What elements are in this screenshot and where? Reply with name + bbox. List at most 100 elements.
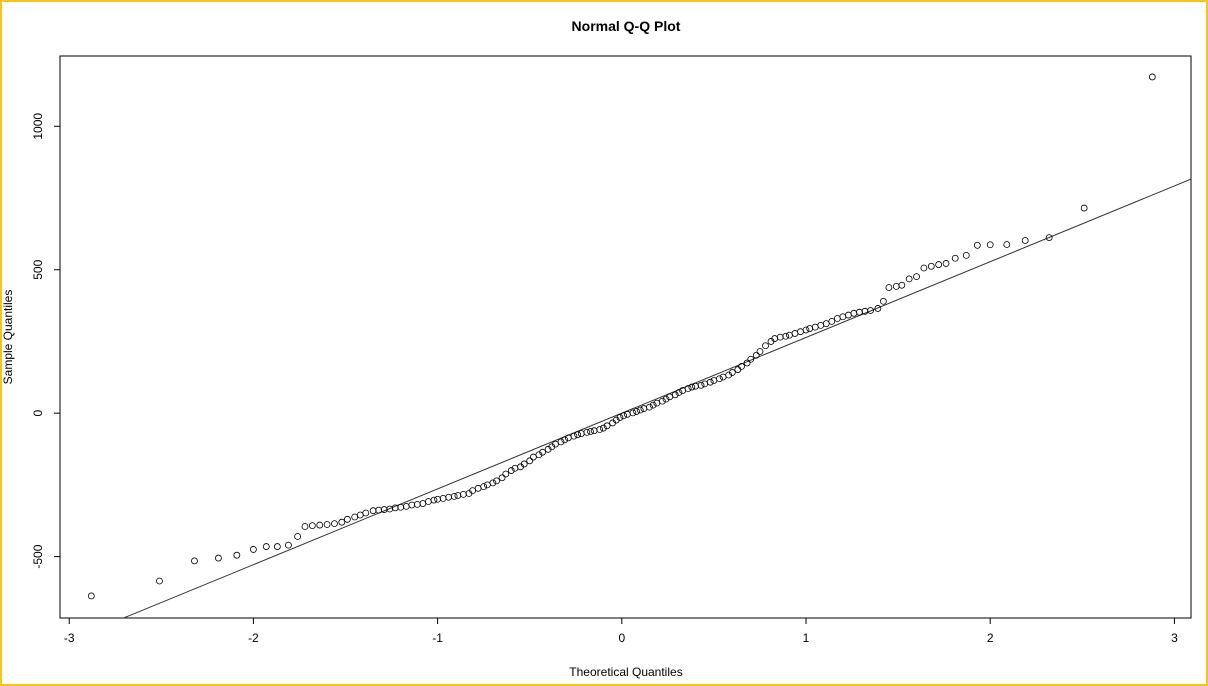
data-point: [191, 557, 198, 565]
x-tick-label: 1: [803, 631, 810, 645]
x-tick-label: 2: [987, 631, 994, 645]
data-point: [692, 382, 699, 390]
data-point: [797, 328, 804, 336]
data-point: [1045, 234, 1053, 241]
x-axis-label: Theoretical Quantiles: [569, 665, 682, 679]
data-point: [450, 492, 458, 500]
data-point: [776, 333, 784, 341]
data-point: [743, 359, 751, 367]
data-point: [380, 506, 388, 513]
data-point: [951, 254, 959, 262]
data-point: [802, 326, 810, 334]
data-point: [413, 500, 421, 508]
data-point: [811, 323, 819, 331]
data-point: [1003, 241, 1011, 248]
data-point: [892, 282, 900, 290]
data-point: [616, 414, 624, 421]
data-point: [671, 391, 679, 399]
data-point: [716, 375, 723, 383]
data-point: [885, 284, 893, 291]
data-point: [262, 543, 270, 550]
data-point: [633, 408, 640, 415]
data-point: [752, 351, 760, 359]
data-point: [719, 373, 727, 381]
data-point: [599, 424, 607, 432]
data-point: [419, 500, 427, 507]
data-point: [474, 484, 482, 492]
data-point: [577, 430, 585, 437]
data-point: [480, 483, 488, 491]
data-point: [570, 432, 578, 440]
data-point: [529, 453, 537, 461]
data-point: [728, 369, 736, 376]
data-point: [215, 554, 222, 562]
data-point: [942, 260, 950, 267]
data-point: [986, 241, 994, 249]
data-point: [701, 380, 709, 388]
plot-box: [59, 55, 1192, 619]
data-point: [734, 366, 742, 373]
data-point: [653, 399, 661, 407]
data-point: [469, 487, 477, 495]
data-point: [498, 474, 506, 482]
data-point: [738, 363, 745, 370]
data-point: [833, 315, 841, 322]
data-point: [629, 409, 637, 417]
data-point: [316, 521, 324, 529]
data-point: [483, 481, 491, 489]
data-point: [791, 330, 799, 337]
y-tick-label: 500: [31, 259, 45, 279]
data-point: [806, 325, 814, 332]
data-point: [87, 592, 95, 600]
data-point: [493, 477, 500, 485]
data-point: [1148, 73, 1156, 81]
data-point: [898, 281, 906, 289]
data-point: [402, 503, 410, 510]
y-axis: -500 0 500 1000: [31, 113, 60, 569]
data-point: [684, 385, 692, 392]
data-point: [1021, 237, 1029, 244]
data-point: [590, 427, 598, 435]
y-axis-label: Sample Quantiles: [1, 290, 15, 385]
data-point: [343, 515, 351, 523]
data-point: [675, 389, 683, 396]
data-point: [362, 509, 370, 517]
data-point: [856, 308, 863, 316]
data-point: [369, 507, 377, 515]
data-point: [233, 551, 241, 559]
data-point: [454, 492, 462, 499]
data-point: [879, 297, 887, 305]
data-point: [285, 541, 292, 549]
data-point: [786, 331, 793, 339]
data-point: [706, 378, 714, 386]
data-point: [649, 401, 657, 409]
x-tick-label: 3: [1171, 631, 1178, 645]
data-point: [596, 426, 604, 433]
data-point: [552, 440, 559, 448]
data-point: [539, 448, 547, 456]
data-point: [762, 342, 769, 350]
chart-title: Normal Q-Q Plot: [572, 18, 681, 34]
data-point: [564, 434, 572, 442]
data-point: [646, 403, 653, 411]
data-point: [502, 470, 510, 478]
data-point: [323, 521, 331, 528]
data-point: [1080, 204, 1088, 212]
data-point: [273, 543, 281, 550]
x-tick-label: -2: [248, 631, 259, 645]
data-point: [782, 332, 790, 340]
data-point: [587, 428, 594, 435]
data-point: [935, 261, 943, 268]
data-point: [756, 348, 764, 355]
data-point: [874, 305, 882, 312]
data-point: [156, 577, 163, 585]
data-point: [817, 321, 825, 329]
data-point: [250, 546, 257, 553]
data-point: [697, 381, 705, 389]
y-tick-label: 0: [31, 410, 45, 417]
data-point: [640, 405, 648, 412]
data-point: [828, 317, 836, 325]
x-tick-label: -1: [432, 631, 443, 645]
